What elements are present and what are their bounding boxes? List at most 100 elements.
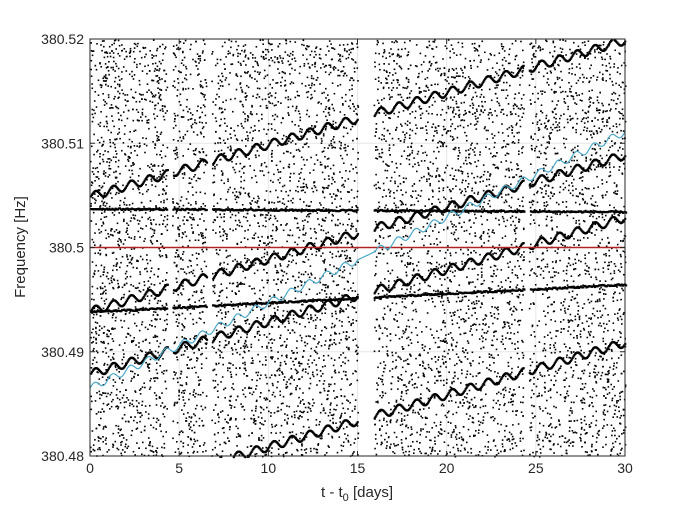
noise-point [250, 111, 252, 113]
noise-point [194, 149, 197, 152]
noise-point [594, 205, 596, 207]
noise-point [408, 325, 411, 328]
noise-point [538, 265, 540, 268]
noise-point [174, 374, 176, 376]
noise-point [514, 40, 517, 42]
noise-point [588, 405, 590, 407]
noise-point [567, 308, 569, 310]
noise-point [475, 165, 478, 168]
noise-point [300, 337, 303, 339]
noise-point [216, 314, 218, 317]
noise-point [424, 95, 427, 98]
noise-point [482, 231, 485, 233]
noise-point [330, 334, 332, 337]
noise-point [617, 214, 619, 216]
noise-point [246, 258, 249, 260]
noise-point [100, 218, 102, 221]
noise-point [190, 204, 192, 206]
noise-point [533, 393, 535, 395]
noise-point [540, 152, 542, 155]
noise-point [353, 442, 356, 444]
noise-point [310, 318, 312, 320]
noise-point [274, 313, 277, 315]
noise-point [304, 368, 307, 370]
noise-point [463, 162, 465, 165]
noise-point [197, 177, 199, 180]
noise-point [135, 325, 138, 327]
noise-point [569, 313, 572, 316]
noise-point [253, 169, 256, 172]
noise-point [389, 272, 392, 275]
noise-point [543, 375, 546, 377]
noise-point [109, 349, 112, 351]
noise-point [200, 318, 202, 320]
noise-point [423, 160, 426, 162]
noise-point [523, 273, 525, 276]
noise-point [483, 127, 486, 130]
noise-point [104, 51, 106, 54]
noise-point [613, 206, 615, 209]
noise-point [491, 281, 494, 283]
noise-point [128, 290, 131, 293]
noise-point [102, 99, 105, 101]
noise-point [558, 419, 560, 421]
noise-point [282, 167, 285, 169]
noise-point [518, 319, 520, 322]
noise-point [458, 316, 460, 318]
noise-point [394, 224, 396, 226]
noise-point [619, 395, 621, 398]
noise-point [202, 202, 205, 205]
noise-point [439, 365, 442, 368]
noise-point [197, 348, 200, 350]
noise-point [107, 85, 109, 87]
noise-point [211, 341, 214, 344]
noise-point [498, 68, 501, 71]
noise-point [166, 110, 168, 112]
noise-point [172, 292, 175, 294]
noise-point [157, 300, 160, 302]
noise-point [198, 417, 201, 420]
noise-point [106, 451, 109, 453]
noise-point [405, 325, 408, 328]
noise-point [424, 151, 427, 154]
noise-point [476, 50, 479, 52]
noise-point [117, 240, 119, 243]
noise-point [464, 332, 467, 334]
noise-point [182, 445, 185, 448]
noise-point [614, 265, 617, 268]
noise-point [118, 92, 121, 95]
noise-point [451, 139, 454, 141]
noise-point [493, 76, 496, 79]
noise-point [117, 407, 119, 410]
noise-point [328, 385, 330, 388]
noise-point [391, 89, 393, 92]
noise-point [349, 99, 351, 102]
noise-point [116, 138, 118, 140]
noise-point [569, 333, 572, 336]
noise-point [299, 402, 302, 404]
noise-point [201, 408, 204, 411]
noise-point [582, 327, 585, 330]
noise-point [583, 117, 585, 119]
noise-point [486, 367, 488, 369]
noise-point [467, 149, 470, 151]
noise-point [575, 222, 577, 224]
noise-point [478, 300, 480, 302]
noise-point [552, 40, 555, 43]
noise-point [492, 297, 494, 300]
noise-point [404, 203, 407, 206]
noise-point [459, 75, 461, 77]
noise-point [155, 368, 158, 371]
noise-point [225, 249, 228, 252]
noise-point [375, 173, 377, 176]
noise-point [623, 205, 625, 208]
noise-point [424, 423, 427, 426]
noise-point [242, 60, 245, 62]
noise-point [596, 299, 599, 301]
noise-point [389, 308, 392, 310]
noise-point [508, 325, 510, 327]
noise-point [321, 186, 324, 189]
noise-point [400, 67, 403, 70]
noise-point [382, 394, 384, 397]
noise-point [175, 124, 177, 127]
